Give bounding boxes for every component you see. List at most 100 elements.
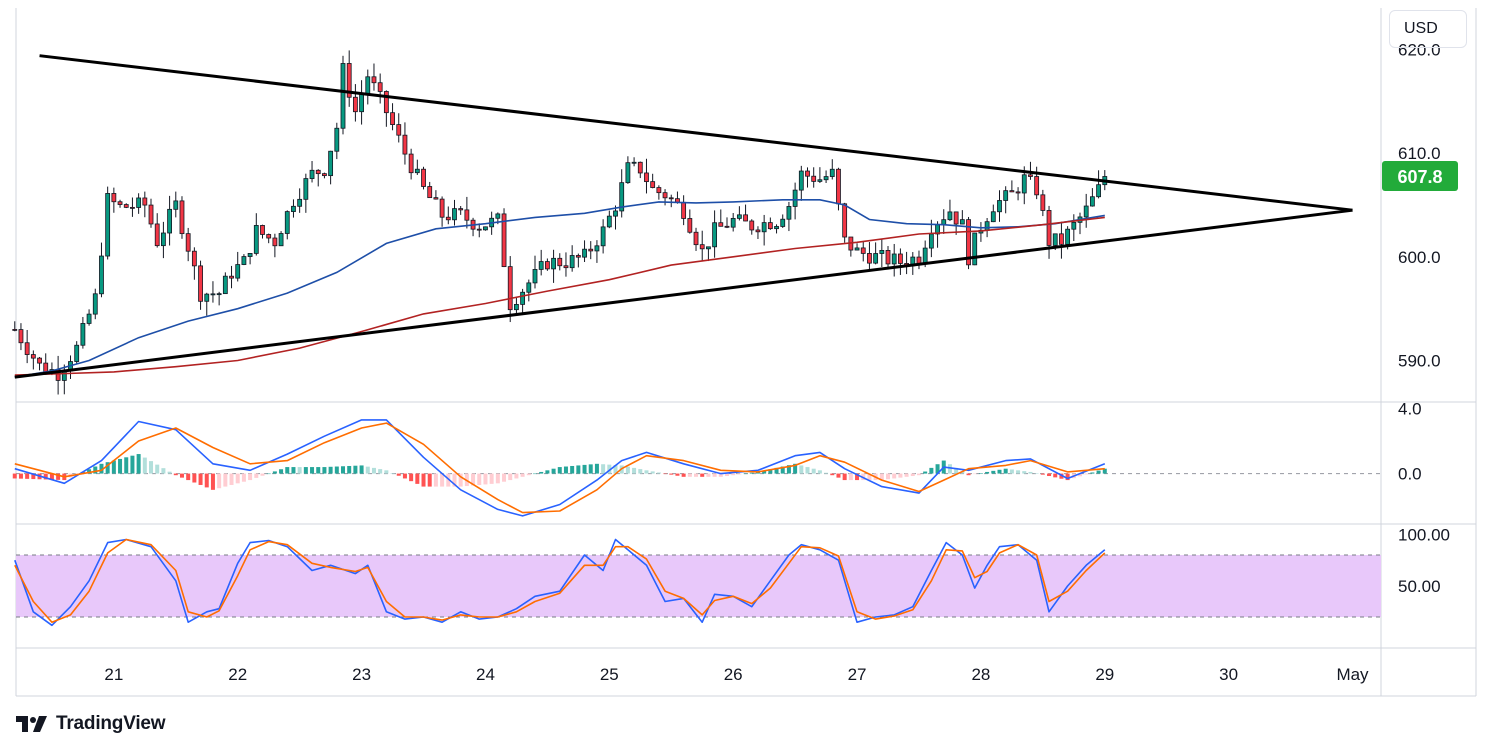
currency-button[interactable]: USD [1389, 10, 1467, 48]
bull-candle [972, 232, 978, 266]
bear-candle [402, 134, 408, 155]
bear-candle [272, 237, 278, 247]
bull-candle [730, 217, 736, 228]
bull-candle [1071, 221, 1077, 230]
macd-histogram-bar [910, 473, 915, 477]
bull-candle [334, 127, 340, 152]
bull-candle [520, 291, 526, 305]
macd-histogram-bar [179, 473, 184, 478]
bear-candle [805, 170, 810, 177]
macd-histogram-bar [173, 473, 178, 476]
macd-histogram-bar [520, 473, 525, 477]
bear-candle [445, 216, 451, 221]
bull-candle [241, 256, 247, 265]
bear-candle [179, 200, 185, 235]
axes: 620.0 610.0 600.0 590.0 4.0 0.0 100.00 50.00 21 2… [104, 40, 1450, 684]
macd-histogram-bar [310, 467, 315, 474]
macd-histogram-bar [638, 469, 643, 474]
macd-histogram-bar [495, 473, 500, 484]
bull-candle [514, 304, 519, 311]
macd-histogram-bar [409, 473, 414, 482]
macd-histogram-bar [266, 473, 271, 475]
time-tick-label: 26 [724, 665, 743, 684]
macd-histogram-bar [904, 473, 909, 477]
bear-candle [867, 253, 872, 264]
macd-histogram-bar [111, 460, 116, 474]
ma-slow-line [14, 216, 1105, 376]
bull-candle [210, 293, 216, 296]
bull-candle [786, 206, 792, 220]
macd-histogram-bar [799, 465, 804, 474]
bear-candle [650, 181, 656, 188]
macd-histogram-bar [322, 467, 327, 474]
bear-candle [836, 168, 841, 205]
macd-panel[interactable] [12, 419, 1381, 517]
macd-histogram-bar [1040, 473, 1045, 475]
macd-histogram-bar [43, 473, 48, 480]
macd-histogram-bar [161, 468, 166, 474]
bear-candle [662, 192, 668, 199]
bull-candle [959, 219, 965, 225]
bear-candle [390, 112, 395, 125]
macd-histogram-bar [632, 467, 637, 474]
macd-tick-label: 0.0 [1398, 465, 1422, 484]
bull-candle [173, 200, 179, 210]
bear-candle [18, 329, 24, 344]
bull-candle [216, 293, 222, 296]
macd-histogram-bar [563, 466, 568, 474]
macd-histogram-bar [675, 473, 680, 476]
macd-histogram-bar [254, 473, 259, 478]
bear-candle [1040, 194, 1046, 211]
bull-candle [582, 248, 587, 258]
macd-histogram-bar [774, 467, 779, 474]
bear-candle [588, 248, 594, 252]
macd-histogram-bar [755, 471, 760, 474]
bear-candle [377, 82, 383, 92]
macd-histogram-bar [663, 473, 668, 475]
bull-candle [631, 161, 637, 164]
bull-candle [922, 247, 928, 265]
stochastic-panel[interactable] [14, 538, 1381, 627]
macd-histogram-bar [1022, 471, 1027, 474]
macd-histogram-bar [916, 473, 921, 476]
ma-fast-line [14, 199, 1105, 378]
bear-candle [130, 206, 135, 209]
bull-candle [222, 275, 228, 295]
macd-histogram-bar [1028, 471, 1033, 474]
stoch-tick-label: 100.00 [1398, 525, 1450, 544]
bull-candle [80, 323, 86, 346]
bull-candle [1096, 184, 1101, 198]
macd-histogram-bar [359, 465, 364, 474]
macd-histogram-bar [1016, 470, 1021, 474]
macd-histogram-bar [613, 465, 618, 474]
macd-histogram-bar [960, 471, 965, 474]
tradingview-logo[interactable]: TradingView [16, 712, 166, 736]
bull-candle [340, 63, 346, 129]
bull-candle [1083, 205, 1089, 218]
macd-histogram-bar [371, 467, 376, 474]
macd-histogram-bar [291, 467, 296, 474]
bull-candle [873, 253, 879, 264]
bull-candle [928, 233, 934, 249]
bull-candle [706, 246, 711, 250]
macd-histogram-bar [824, 472, 829, 474]
time-tick-label: 30 [1219, 665, 1238, 684]
bear-candle [396, 124, 402, 136]
last-price-label: 607.8 [1397, 167, 1442, 187]
macd-histogram-bar [440, 473, 445, 487]
bear-candle [860, 247, 866, 254]
price-panel[interactable]: 607.8 [12, 50, 1458, 395]
bull-candle [774, 226, 779, 230]
bull-candle [829, 168, 835, 177]
macd-histogram-bar [656, 472, 661, 474]
bull-candle [291, 205, 296, 212]
time-tick-label: 23 [352, 665, 371, 684]
bull-candle [538, 261, 544, 270]
macd-histogram-bar [18, 473, 23, 479]
macd-histogram-bar [483, 473, 488, 485]
bear-candle [229, 275, 234, 279]
macd-histogram-bar [25, 473, 30, 479]
last-price-badge [1382, 160, 1458, 191]
macd-histogram-bar [56, 473, 61, 480]
